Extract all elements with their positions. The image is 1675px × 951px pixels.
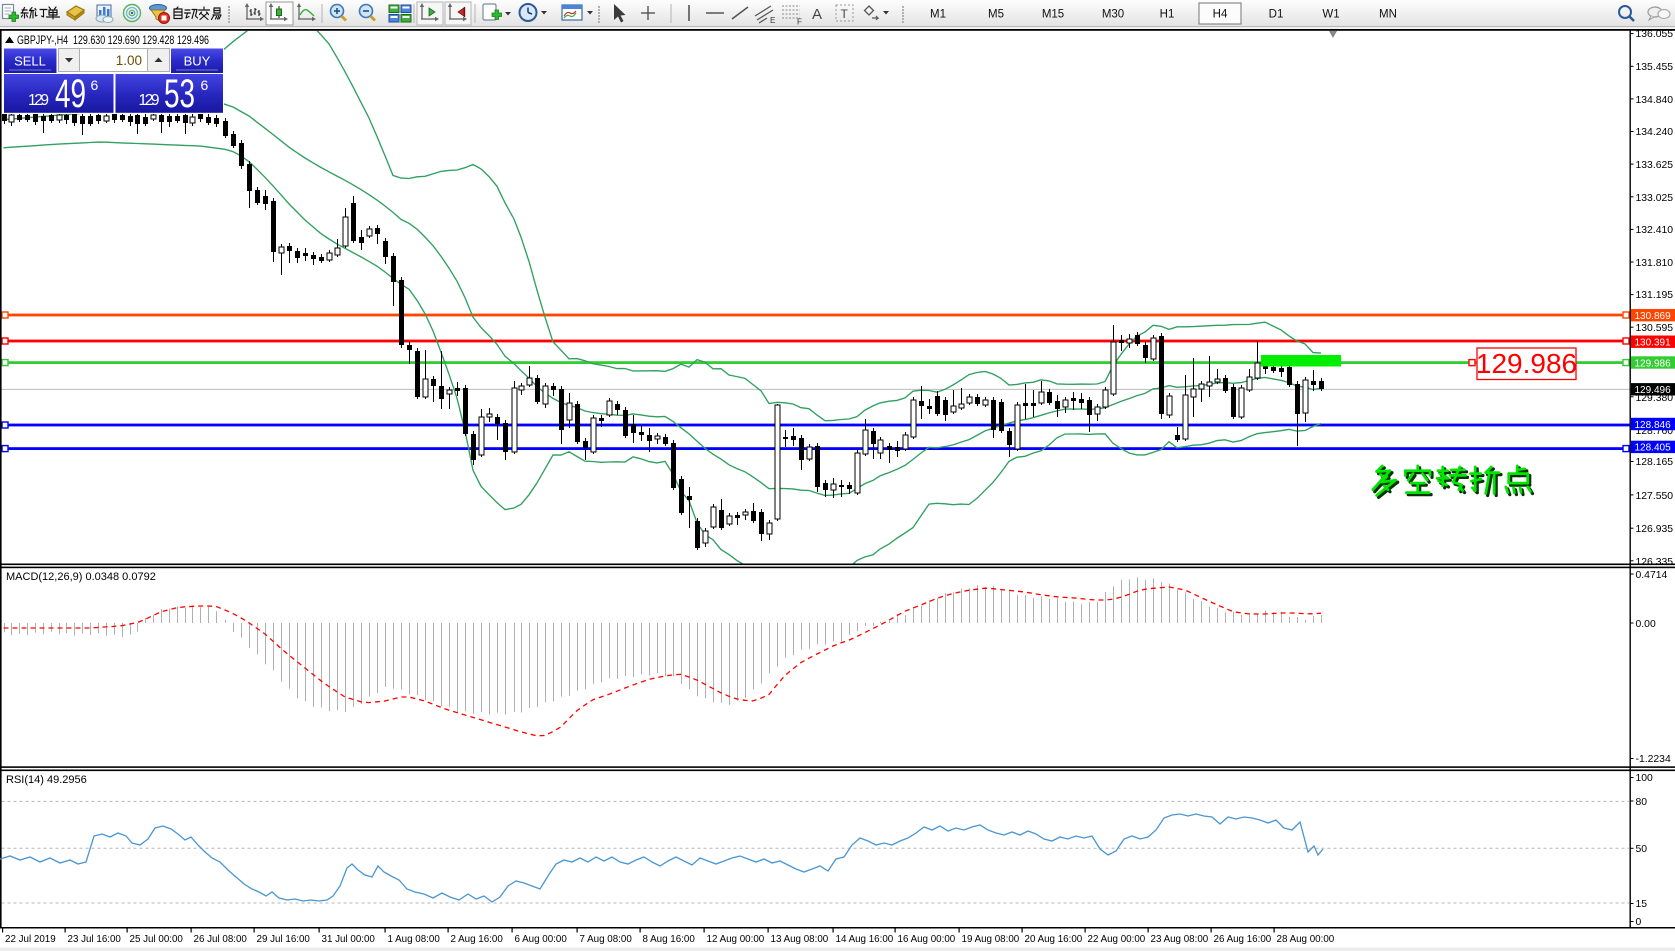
svg-text:16 Aug 00:00: 16 Aug 00:00 xyxy=(898,934,956,945)
svg-text:26 Jul 08:00: 26 Jul 08:00 xyxy=(194,934,248,945)
svg-text:26 Aug 16:00: 26 Aug 16:00 xyxy=(1214,934,1272,945)
svg-text:53: 53 xyxy=(164,72,195,116)
svg-text:129.986: 129.986 xyxy=(1635,358,1672,369)
svg-text:6: 6 xyxy=(201,77,209,93)
svg-text:W1: W1 xyxy=(1322,9,1339,21)
svg-text:0: 0 xyxy=(1636,917,1642,928)
svg-text:0.4714: 0.4714 xyxy=(1636,570,1668,581)
svg-text:D1: D1 xyxy=(1269,9,1284,21)
svg-text:130.391: 130.391 xyxy=(1635,338,1672,349)
svg-text:127.550: 127.550 xyxy=(1636,491,1674,502)
svg-text:BUY: BUY xyxy=(184,54,211,69)
svg-text:128.405: 128.405 xyxy=(1635,443,1672,454)
svg-text:130.869: 130.869 xyxy=(1635,311,1672,322)
svg-text:MN: MN xyxy=(1379,9,1397,21)
svg-text:8 Aug 16:00: 8 Aug 16:00 xyxy=(643,934,696,945)
svg-text:13 Aug 08:00: 13 Aug 08:00 xyxy=(771,934,829,945)
svg-text:14 Aug 16:00: 14 Aug 16:00 xyxy=(836,934,894,945)
svg-text:50: 50 xyxy=(1636,844,1648,855)
svg-text:126.335: 126.335 xyxy=(1636,557,1674,568)
svg-text:E: E xyxy=(770,16,775,25)
svg-text:M15: M15 xyxy=(1042,9,1064,21)
svg-text:131.810: 131.810 xyxy=(1636,258,1674,269)
svg-text:128.846: 128.846 xyxy=(1635,420,1672,431)
svg-text:80: 80 xyxy=(1636,797,1648,808)
svg-text:1.00: 1.00 xyxy=(116,53,142,68)
svg-text:132.410: 132.410 xyxy=(1636,225,1674,236)
svg-text:25 Jul 00:00: 25 Jul 00:00 xyxy=(130,934,184,945)
svg-text:129.986: 129.986 xyxy=(1476,348,1577,379)
svg-text:1 Aug 08:00: 1 Aug 08:00 xyxy=(388,934,441,945)
svg-text:131.195: 131.195 xyxy=(1636,290,1674,301)
svg-text:H1: H1 xyxy=(1160,9,1175,21)
svg-text:22 Jul 2019: 22 Jul 2019 xyxy=(5,934,56,945)
svg-text:129: 129 xyxy=(28,92,49,109)
svg-text:M30: M30 xyxy=(1102,9,1124,21)
svg-text:23 Aug 08:00: 23 Aug 08:00 xyxy=(1151,934,1209,945)
svg-text:RSI(14) 49.2956: RSI(14) 49.2956 xyxy=(6,774,87,786)
svg-text:H4: H4 xyxy=(1213,9,1228,21)
svg-text:31 Jul 00:00: 31 Jul 00:00 xyxy=(322,934,376,945)
svg-text:6 Aug 00:00: 6 Aug 00:00 xyxy=(515,934,568,945)
svg-text:126.935: 126.935 xyxy=(1636,524,1674,535)
svg-text:134.840: 134.840 xyxy=(1636,95,1674,106)
svg-text:M1: M1 xyxy=(930,9,946,21)
svg-text:12 Aug 00:00: 12 Aug 00:00 xyxy=(707,934,765,945)
svg-text:22 Aug 00:00: 22 Aug 00:00 xyxy=(1088,934,1146,945)
svg-text:133.025: 133.025 xyxy=(1636,193,1674,204)
svg-text:130.595: 130.595 xyxy=(1636,323,1674,334)
svg-text:134.240: 134.240 xyxy=(1636,127,1674,138)
svg-text:129.496: 129.496 xyxy=(1635,385,1672,396)
svg-text:M5: M5 xyxy=(988,9,1004,21)
svg-text:A: A xyxy=(812,6,822,23)
svg-text:2 Aug 16:00: 2 Aug 16:00 xyxy=(451,934,504,945)
svg-text:29 Jul 16:00: 29 Jul 16:00 xyxy=(257,934,311,945)
svg-text:136.055: 136.055 xyxy=(1636,29,1674,40)
svg-text:6: 6 xyxy=(91,77,99,93)
svg-text:19 Aug 08:00: 19 Aug 08:00 xyxy=(962,934,1020,945)
svg-text:129.380: 129.380 xyxy=(1636,393,1674,404)
svg-text:20 Aug 16:00: 20 Aug 16:00 xyxy=(1025,934,1083,945)
svg-text:28 Aug 00:00: 28 Aug 00:00 xyxy=(1277,934,1335,945)
svg-text:0.00: 0.00 xyxy=(1636,619,1656,630)
svg-text:133.625: 133.625 xyxy=(1636,160,1674,171)
svg-text:100: 100 xyxy=(1636,773,1654,784)
svg-text:SELL: SELL xyxy=(14,54,46,69)
svg-text:7 Aug 08:00: 7 Aug 08:00 xyxy=(580,934,633,945)
svg-text:MACD(12,26,9) 0.0348 0.0792: MACD(12,26,9) 0.0348 0.0792 xyxy=(6,571,156,583)
svg-text:GBPJPY-,H4 129.630 129.690 12: GBPJPY-,H4 129.630 129.690 129.428 129.4… xyxy=(17,33,209,47)
svg-text:F: F xyxy=(797,18,802,27)
svg-text:-1.2234: -1.2234 xyxy=(1636,754,1671,765)
svg-text:23 Jul 16:00: 23 Jul 16:00 xyxy=(68,934,122,945)
svg-text:135.455: 135.455 xyxy=(1636,62,1674,73)
svg-text:49: 49 xyxy=(55,72,86,116)
svg-text:128.760: 128.760 xyxy=(1636,426,1674,437)
svg-text:129: 129 xyxy=(139,92,160,109)
svg-text:128.165: 128.165 xyxy=(1636,457,1674,468)
svg-text:15: 15 xyxy=(1636,899,1648,910)
svg-text:T: T xyxy=(841,7,849,21)
